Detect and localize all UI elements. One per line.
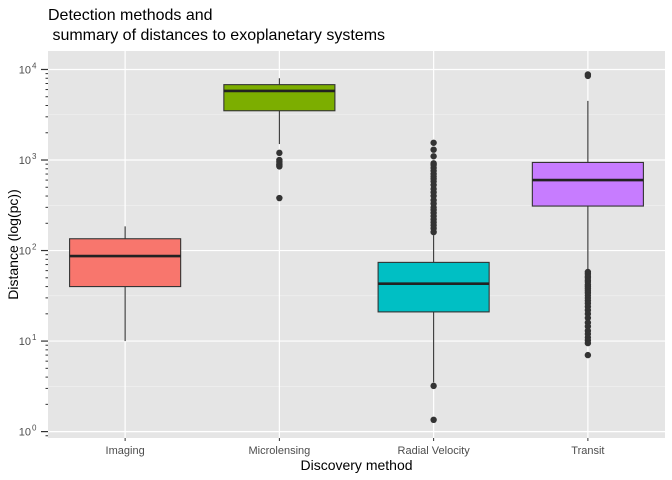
y-tick-exponent: 1 bbox=[32, 333, 37, 342]
box-body bbox=[223, 84, 336, 112]
outlier-point bbox=[276, 163, 283, 170]
outlier-point bbox=[430, 382, 437, 390]
box-layer bbox=[69, 71, 644, 424]
outlier-point bbox=[430, 416, 437, 424]
box-body bbox=[531, 161, 644, 207]
outlier-point bbox=[430, 139, 437, 146]
outlier-point bbox=[584, 339, 592, 347]
outlier-point bbox=[276, 149, 283, 157]
y-tick-label: 10 bbox=[19, 246, 31, 258]
outlier-point bbox=[430, 146, 437, 153]
chart-title-line-1: Detection methods and bbox=[48, 7, 213, 24]
box-imaging bbox=[69, 226, 182, 342]
outlier-point bbox=[430, 160, 437, 167]
x-tick-label: Radial Velocity bbox=[398, 445, 471, 457]
y-tick-label: 10 bbox=[19, 64, 31, 76]
x-axis: Imaging Microlensing Radial Velocity Transi… bbox=[106, 438, 604, 457]
outlier-point bbox=[430, 153, 437, 160]
y-tick-exponent: 2 bbox=[32, 243, 37, 252]
y-tick-label: 10 bbox=[19, 427, 31, 439]
chart-title-line-2: summary of distances to exoplanetary sys… bbox=[48, 27, 385, 44]
y-tick-exponent: 3 bbox=[32, 152, 37, 161]
y-tick-label: 10 bbox=[19, 336, 31, 348]
y-tick-label: 10 bbox=[19, 155, 31, 167]
x-tick-label: Microlensing bbox=[249, 445, 311, 457]
box-microlensing bbox=[223, 78, 336, 202]
y-tick-exponent: 4 bbox=[32, 61, 37, 70]
outlier-point bbox=[584, 71, 592, 78]
outlier-point bbox=[276, 194, 283, 202]
box-body bbox=[69, 238, 182, 288]
x-tick-label: Transit bbox=[571, 445, 604, 457]
box-transit bbox=[531, 71, 644, 359]
box-body bbox=[377, 261, 490, 313]
box-radial-velocity bbox=[377, 139, 490, 424]
y-axis-title: Distance (log(pc)) bbox=[5, 189, 21, 299]
outlier-point bbox=[584, 314, 592, 322]
y-tick-exponent: 0 bbox=[32, 424, 37, 433]
outlier-point bbox=[584, 351, 592, 359]
x-axis-title: Discovery method bbox=[300, 457, 412, 473]
x-tick-label: Imaging bbox=[106, 445, 145, 457]
